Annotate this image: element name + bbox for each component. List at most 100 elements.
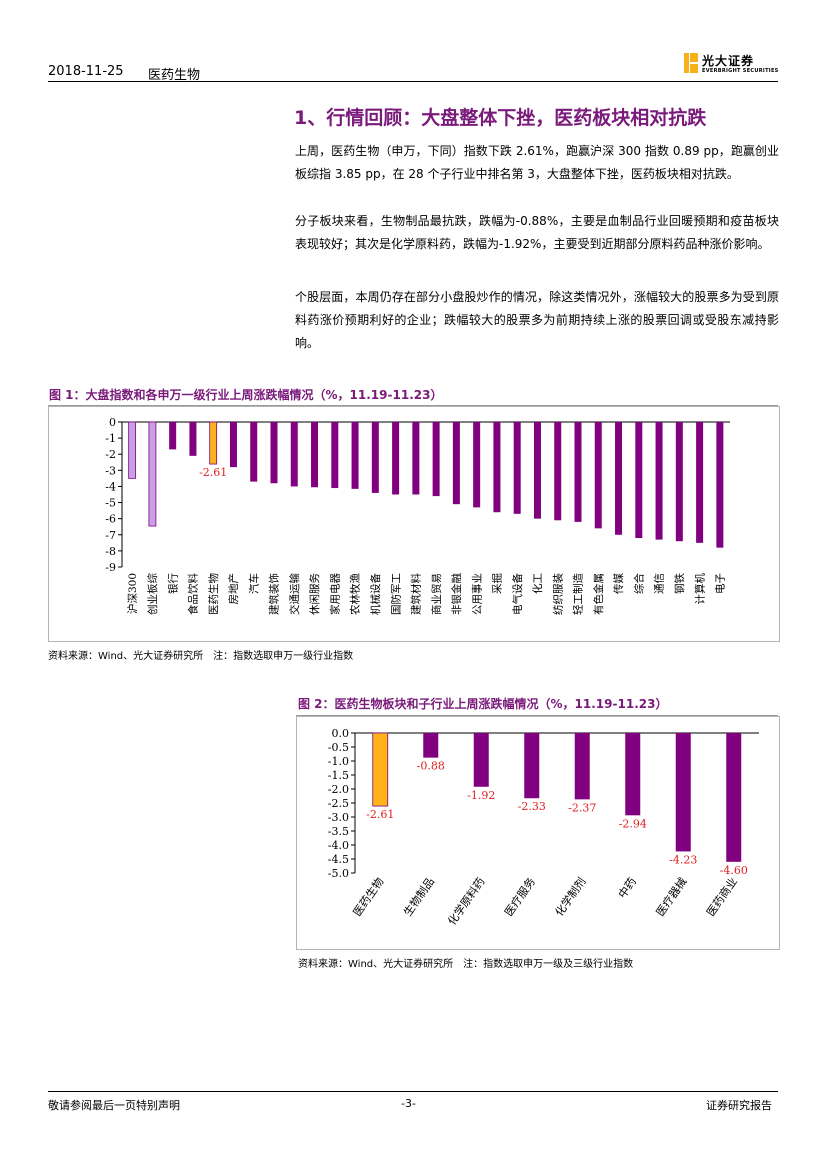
y-tick-label: -1.5 bbox=[328, 769, 349, 782]
bar bbox=[726, 733, 742, 862]
bar bbox=[351, 422, 359, 489]
bar bbox=[128, 421, 137, 479]
category-label: 商业贸易 bbox=[430, 573, 443, 615]
category-label: 中药 bbox=[616, 875, 639, 900]
figure2-title-divider bbox=[296, 715, 778, 716]
bar bbox=[594, 422, 602, 529]
data-label: -0.88 bbox=[417, 760, 445, 773]
paragraph-2: 分子板块来看，生物制品最抗跌，跌幅为-0.88%，主要是血制品行业回暖预期和疫苗… bbox=[295, 214, 779, 251]
bar bbox=[372, 732, 389, 807]
bar bbox=[331, 422, 339, 489]
section-title: 1、行情回顾：大盘整体下挫，医药板块相对抗跌 bbox=[294, 107, 707, 129]
figure2-title: 图 2：医药生物板块和子行业上周涨跌幅情况（%，11.19-11.23） bbox=[298, 697, 668, 711]
category-label: 公用事业 bbox=[470, 573, 483, 615]
bar bbox=[554, 422, 562, 521]
category-label: 采掘 bbox=[491, 573, 504, 594]
data-label: -1.92 bbox=[467, 789, 495, 802]
bar bbox=[229, 422, 237, 468]
bar bbox=[209, 421, 218, 465]
category-label: 电子 bbox=[714, 573, 727, 594]
y-tick-label: -1 bbox=[105, 432, 116, 445]
category-label: 非银金融 bbox=[450, 573, 463, 615]
report-date: 2018-11-25 bbox=[48, 64, 124, 79]
y-tick-label: -1.0 bbox=[328, 755, 349, 768]
category-label: 交通运输 bbox=[288, 573, 301, 615]
category-label: 通信 bbox=[654, 573, 666, 594]
figure1-frame: 0 -1 -2 -3 -4 -5 -6 -7 -8 -9 沪深300 创业板综 银行 食品饮料 医药生物 -2… bbox=[48, 406, 780, 642]
y-tick-label: -2.5 bbox=[328, 797, 349, 810]
category-label: 电气设备 bbox=[511, 573, 524, 615]
bar bbox=[574, 422, 582, 522]
category-label: 生物制品 bbox=[400, 875, 437, 919]
y-tick-label: 0 bbox=[109, 416, 116, 429]
y-tick-label: -3 bbox=[105, 464, 116, 477]
header-divider bbox=[48, 81, 778, 82]
bar bbox=[696, 422, 704, 543]
y-tick-label: -2.0 bbox=[328, 783, 349, 796]
bar bbox=[625, 733, 641, 816]
bar bbox=[169, 422, 177, 450]
category-label: 创业板综 bbox=[146, 573, 159, 615]
footer-disclaimer: 敬请参阅最后一页特别声明 bbox=[48, 1099, 180, 1112]
bar bbox=[655, 422, 663, 540]
bar bbox=[371, 422, 379, 493]
category-label: 医疗器械 bbox=[653, 875, 690, 919]
y-tick-label: 0.0 bbox=[332, 727, 350, 740]
category-label: 房地产 bbox=[227, 573, 240, 605]
footer-divider bbox=[48, 1091, 778, 1092]
category-label: 化学原料药 bbox=[445, 875, 488, 928]
bar bbox=[432, 422, 440, 497]
bar bbox=[392, 422, 400, 495]
figure1-chart: 0 -1 -2 -3 -4 -5 -6 -7 -8 -9 沪深300 创业板综 银行 食品饮料 医药生物 -2… bbox=[105, 416, 730, 615]
category-label: 机械设备 bbox=[369, 573, 382, 615]
category-label: 汽车 bbox=[247, 573, 260, 594]
y-tick-label: -6 bbox=[105, 513, 116, 526]
category-label: 化学制剂 bbox=[552, 875, 589, 919]
data-label: -2.61 bbox=[199, 466, 227, 479]
y-tick-label: -5 bbox=[105, 497, 116, 510]
bar bbox=[148, 421, 157, 527]
category-label: 休闲服务 bbox=[308, 573, 321, 615]
bar bbox=[615, 422, 623, 535]
data-label: -4.23 bbox=[669, 853, 697, 866]
data-label: -2.33 bbox=[518, 800, 546, 813]
data-label: -4.60 bbox=[720, 864, 748, 877]
bar bbox=[250, 422, 258, 482]
category-label: 轻工制造 bbox=[572, 573, 585, 615]
bar bbox=[412, 422, 420, 495]
y-tick-label: -2 bbox=[105, 448, 116, 461]
category-label: 沪深300 bbox=[126, 573, 139, 614]
bar bbox=[473, 422, 481, 508]
y-tick-label: -4.0 bbox=[328, 839, 349, 852]
y-tick-label: -8 bbox=[105, 545, 116, 558]
bar bbox=[493, 422, 501, 513]
figure2-frame: 0.0 -0.5 -1.0 -1.5 -2.0 -2.5 -3.0 -3.5 -4.0 -4.5-… bbox=[296, 716, 780, 950]
report-sector: 医药生物 bbox=[148, 68, 201, 83]
category-label: 医疗服务 bbox=[501, 875, 538, 919]
bar bbox=[290, 422, 298, 487]
category-label: 传媒 bbox=[612, 573, 625, 594]
figure1-title: 图 1：大盘指数和各申万一级行业上周涨跌幅情况（%，11.19-11.23） bbox=[49, 388, 443, 402]
category-label: 建筑材料 bbox=[410, 573, 423, 615]
bar bbox=[635, 422, 643, 538]
bar bbox=[513, 422, 521, 514]
category-label: 食品饮料 bbox=[187, 573, 200, 615]
bar bbox=[270, 422, 278, 484]
paragraph-1: 上周，医药生物（申万，下同）指数下跌 2.61%，跑赢沪深 300 指数 0.8… bbox=[295, 144, 779, 181]
figure1-source: 资料来源：Wind、光大证券研究所 注：指数选取申万一级行业指数 bbox=[48, 651, 354, 662]
bar bbox=[574, 733, 590, 800]
y-tick-label: -3.5 bbox=[328, 825, 349, 838]
figure2-chart: 0.0-0.5-1.0-1.5-2.0-2.5-3.0-3.5-4.0-4.5-… bbox=[328, 727, 759, 928]
page-number: -3- bbox=[401, 1097, 416, 1110]
figure1-title-divider bbox=[48, 405, 778, 406]
logo-icon bbox=[684, 53, 698, 73]
y-tick-label: -7 bbox=[105, 529, 116, 542]
category-label: 农林牧渔 bbox=[349, 573, 362, 615]
figure2-source: 资料来源：Wind、光大证券研究所 注：指数选取申万一级及三级行业指数 bbox=[298, 959, 634, 970]
bar bbox=[533, 422, 541, 519]
data-label: -2.61 bbox=[366, 808, 394, 821]
category-label: 化工 bbox=[531, 573, 544, 594]
category-label: 国防军工 bbox=[389, 573, 402, 615]
category-label: 钢铁 bbox=[673, 573, 686, 594]
category-label: 综合 bbox=[632, 573, 645, 594]
